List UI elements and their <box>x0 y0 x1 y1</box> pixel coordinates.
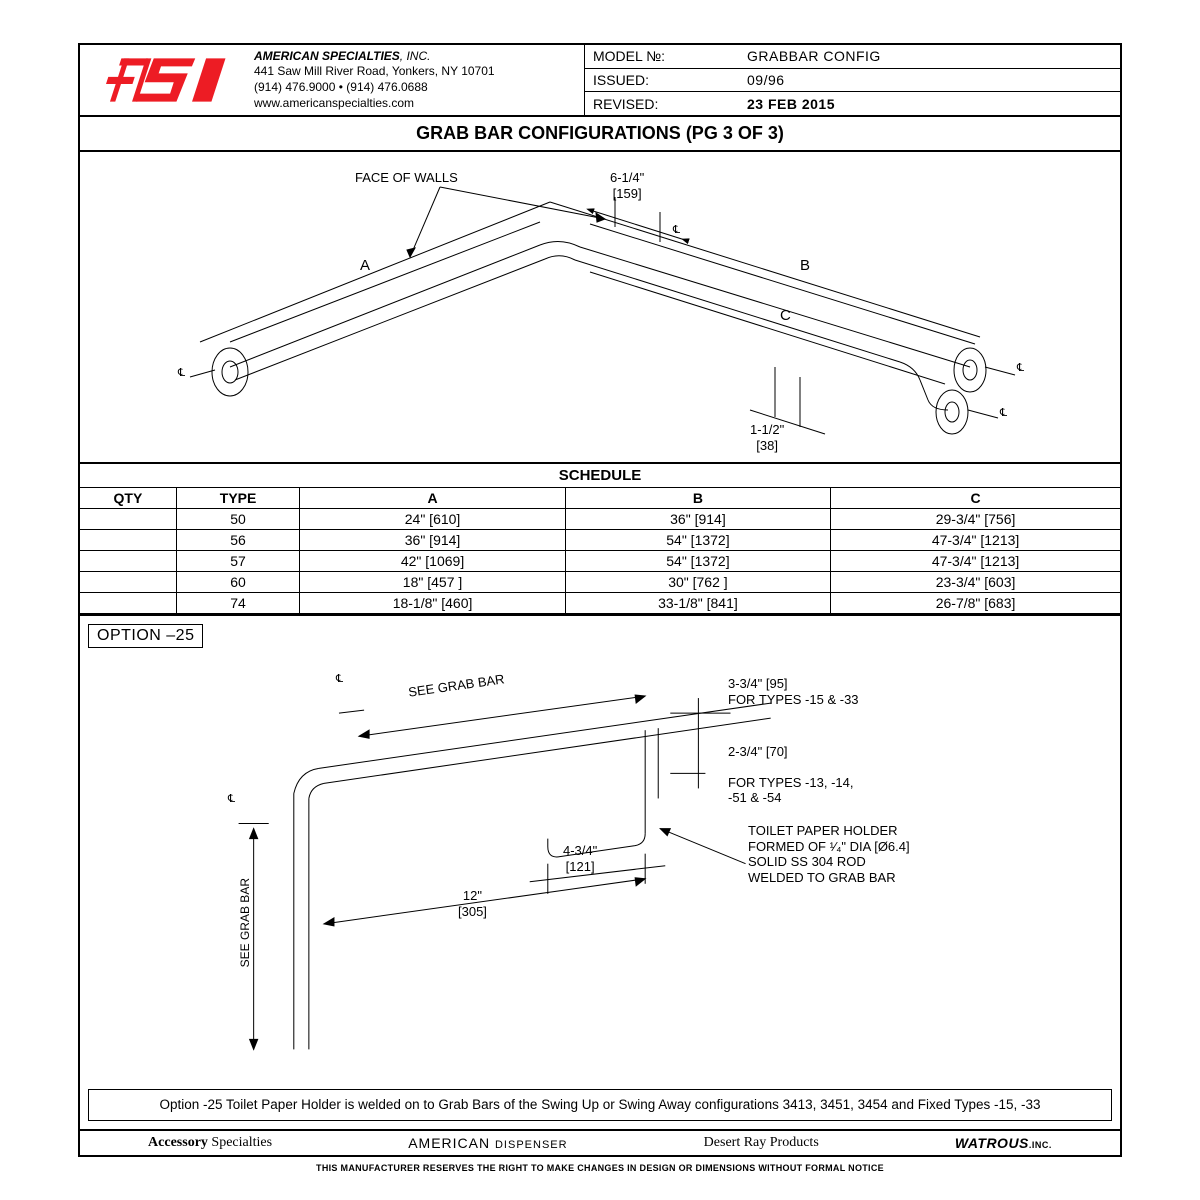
sched-col: B <box>565 488 830 509</box>
issued-row: ISSUED: 09/96 <box>585 69 1120 93</box>
brand-accessory: Accessory Specialties <box>148 1135 272 1151</box>
sched-col: C <box>831 488 1120 509</box>
see-grab-v: SEE GRAB BAR <box>238 878 252 967</box>
table-cell: 60 <box>176 572 300 593</box>
issued-label: ISSUED: <box>585 72 743 88</box>
model-row: MODEL №: GRABBAR CONFIG <box>585 45 1120 69</box>
table-cell: 56 <box>176 530 300 551</box>
table-cell: 33-1/8" [841] <box>565 593 830 614</box>
footer-brands: Accessory Specialties AMERICAN DISPENSER… <box>80 1129 1120 1155</box>
table-cell: 50 <box>176 509 300 530</box>
option-diagram: SEE GRAB BAR SEE GRAB BAR ℄ ℄ 3-3/4" [95… <box>88 648 1112 1089</box>
revised-value: 23 FEB 2015 <box>743 96 835 112</box>
opt-dimb-sub: FOR TYPES -13, -14, -51 & -54 <box>728 775 853 806</box>
opt-dima: 3-3/4" [95] <box>728 676 788 691</box>
option-svg <box>88 648 1112 1089</box>
opt-dima-sub: FOR TYPES -15 & -33 <box>728 692 859 707</box>
table-cell: 23-3/4" [603] <box>831 572 1120 593</box>
company-name-bold: AMERICAN SPECIALTIES <box>254 49 400 63</box>
opt-cl2: ℄ <box>228 793 235 806</box>
cl-left: ℄ <box>178 367 185 380</box>
opt-dimb: 2-3/4" [70] <box>728 744 788 759</box>
table-cell: 54" [1372] <box>565 551 830 572</box>
table-cell: 18" [457 ] <box>300 572 565 593</box>
table-row: 5024" [610]36" [914]29-3/4" [756] <box>80 509 1120 530</box>
table-row: 5636" [914]54" [1372]47-3/4" [1213] <box>80 530 1120 551</box>
sched-col: A <box>300 488 565 509</box>
header-right: MODEL №: GRABBAR CONFIG ISSUED: 09/96 RE… <box>584 45 1120 115</box>
seg-c: C <box>780 307 791 325</box>
opt-dimc-mm: [121] <box>566 859 595 874</box>
company-address: 441 Saw Mill River Road, Yonkers, NY 107… <box>254 64 495 80</box>
opt-dimd: 12" <box>463 888 482 903</box>
disclaimer: THIS MANUFACTURER RESERVES THE RIGHT TO … <box>80 1163 1120 1173</box>
model-label: MODEL №: <box>585 48 743 64</box>
option-title: OPTION –25 <box>88 624 203 648</box>
table-cell <box>80 593 176 614</box>
cl-r2: ℄ <box>1000 407 1007 420</box>
table-cell: 47-3/4" [1213] <box>831 551 1120 572</box>
issued-value: 09/96 <box>743 72 785 88</box>
table-cell: 30" [762 ] <box>565 572 830 593</box>
table-row: 7418-1/8" [460]33-1/8" [841]26-7/8" [683… <box>80 593 1120 614</box>
option-footnote: Option -25 Toilet Paper Holder is welded… <box>88 1089 1112 1121</box>
cl-t: ℄ <box>673 224 680 237</box>
table-cell: 47-3/4" [1213] <box>831 530 1120 551</box>
table-cell: 54" [1372] <box>565 530 830 551</box>
opt-cl1: ℄ <box>336 673 343 686</box>
table-cell: 29-3/4" [756] <box>831 509 1120 530</box>
brand-desert: Desert Ray Products <box>704 1135 819 1151</box>
page-title: GRAB BAR CONFIGURATIONS (PG 3 OF 3) <box>80 117 1120 152</box>
table-cell: 36" [914] <box>300 530 565 551</box>
sched-col: QTY <box>80 488 176 509</box>
opt-dimc: 4-3/4" <box>563 843 597 858</box>
table-cell <box>80 551 176 572</box>
header-left: AMERICAN SPECIALTIES, INC. 441 Saw Mill … <box>80 45 584 115</box>
table-cell: 18-1/8" [460] <box>300 593 565 614</box>
table-cell <box>80 509 176 530</box>
table-cell: 36" [914] <box>565 509 830 530</box>
asi-logo <box>94 55 244 105</box>
dim-bot: 1-1/2" <box>750 422 784 437</box>
seg-a: A <box>360 257 370 275</box>
table-cell: 42" [1069] <box>300 551 565 572</box>
schedule-table: QTYTYPEABC 5024" [610]36" [914]29-3/4" [… <box>80 488 1120 614</box>
table-cell: 24" [610] <box>300 509 565 530</box>
dim-top-mm: [159] <box>613 186 642 201</box>
table-cell: 57 <box>176 551 300 572</box>
revised-label: REVISED: <box>585 96 743 112</box>
company-info: AMERICAN SPECIALTIES, INC. 441 Saw Mill … <box>254 49 495 111</box>
model-value: GRABBAR CONFIG <box>743 48 881 64</box>
table-cell <box>80 530 176 551</box>
spec-sheet: AMERICAN SPECIALTIES, INC. 441 Saw Mill … <box>78 43 1122 1157</box>
table-cell: 26-7/8" [683] <box>831 593 1120 614</box>
revised-row: REVISED: 23 FEB 2015 <box>585 92 1120 115</box>
dim-bot-mm: [38] <box>756 438 778 453</box>
table-row: 6018" [457 ]30" [762 ]23-3/4" [603] <box>80 572 1120 593</box>
brand-watrous: WATROUS.INC. <box>955 1135 1052 1151</box>
face-walls-label: FACE OF WALLS <box>355 170 458 186</box>
table-cell: 74 <box>176 593 300 614</box>
sched-col: TYPE <box>176 488 300 509</box>
company-phone: (914) 476.9000 • (914) 476.0688 <box>254 80 495 96</box>
option-section: OPTION –25 <box>80 616 1120 1129</box>
holder-note: TOILET PAPER HOLDER FORMED OF ¹⁄₄" DIA [… <box>748 823 910 885</box>
schedule-section: SCHEDULE QTYTYPEABC 5024" [610]36" [914]… <box>80 464 1120 616</box>
diagram-top: FACE OF WALLS 6-1/4" [159] 1-1/2" [38] A… <box>80 152 1120 464</box>
schedule-title: SCHEDULE <box>80 464 1120 488</box>
grab-bar-svg <box>80 152 1120 462</box>
brand-american: AMERICAN DISPENSER <box>408 1135 567 1151</box>
cl-r1: ℄ <box>1017 362 1024 375</box>
company-name-suffix: , INC. <box>400 49 431 63</box>
company-web: www.americanspecialties.com <box>254 96 495 112</box>
opt-dimd-mm: [305] <box>458 904 487 919</box>
seg-b: B <box>800 257 810 275</box>
table-row: 5742" [1069]54" [1372]47-3/4" [1213] <box>80 551 1120 572</box>
dim-top: 6-1/4" <box>610 170 644 185</box>
table-cell <box>80 572 176 593</box>
header: AMERICAN SPECIALTIES, INC. 441 Saw Mill … <box>80 45 1120 117</box>
